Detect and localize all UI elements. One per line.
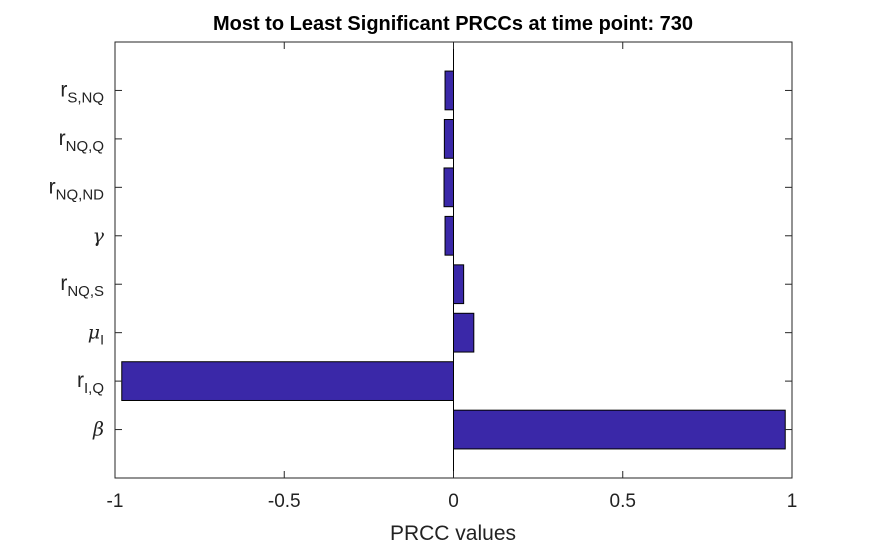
y-tick-label: rNQ,ND <box>49 175 105 203</box>
x-tick-label: -0.5 <box>268 491 301 512</box>
x-ticks-group: -1 -0.5 0 0.5 1 <box>107 42 798 512</box>
bar-1 <box>121 361 455 401</box>
bar-2 <box>453 312 475 353</box>
bar-3 <box>453 264 465 305</box>
y-tick-label: rI,Q <box>77 369 104 397</box>
bar-6 <box>443 119 455 159</box>
x-axis-label: PRCC values <box>390 522 516 545</box>
bars-group <box>121 70 786 450</box>
y-tick-label: rNQ,S <box>60 272 104 300</box>
bar-7 <box>444 70 455 111</box>
y-tick-label: β <box>92 419 104 441</box>
bar-0 <box>453 409 786 450</box>
y-tick-label: rNQ,Q <box>59 127 104 155</box>
x-tick-label: 0 <box>448 491 459 512</box>
x-tick-label: 1 <box>787 491 798 512</box>
bar-4 <box>444 215 455 256</box>
x-tick-label: -1 <box>107 491 124 512</box>
x-tick-label: 0.5 <box>610 491 636 512</box>
y-tick-label: μI <box>88 322 104 348</box>
y-tick-label: rS,NQ <box>60 78 104 106</box>
y-ticks-group: β rI,Q μI rNQ,S γ rNQ,ND rNQ,Q rS,NQ <box>49 78 792 441</box>
chart-title: Most to Least Significant PRCCs at time … <box>213 13 693 35</box>
y-tick-label: γ <box>93 225 105 247</box>
bar-5 <box>443 167 455 208</box>
